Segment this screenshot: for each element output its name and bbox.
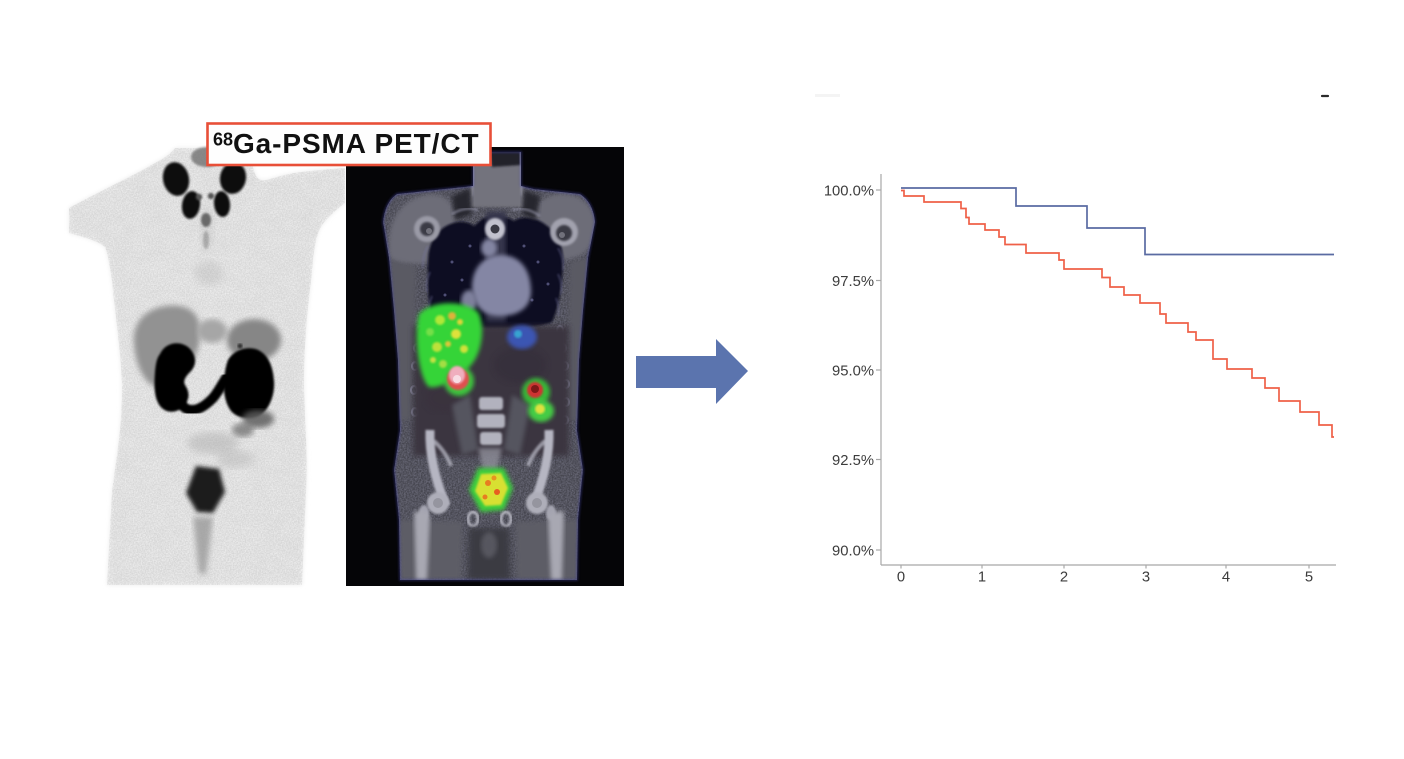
svg-text:4: 4 — [1222, 570, 1230, 586]
svg-text:2: 2 — [1060, 570, 1068, 586]
svg-text:97.5%: 97.5% — [832, 274, 874, 290]
svg-text:0: 0 — [897, 570, 905, 586]
svg-text:68: 68 — [213, 130, 233, 150]
svg-text:95.0%: 95.0% — [832, 364, 874, 380]
svg-text:Ga-PSMA PET/CT: Ga-PSMA PET/CT — [233, 128, 479, 159]
svg-text:3: 3 — [1142, 570, 1150, 586]
svg-text:90.0%: 90.0% — [832, 544, 874, 560]
svg-text:92.5%: 92.5% — [832, 453, 874, 469]
svg-text:100.0%: 100.0% — [824, 184, 874, 200]
svg-text:5: 5 — [1305, 570, 1313, 586]
svg-text:1: 1 — [978, 570, 986, 586]
